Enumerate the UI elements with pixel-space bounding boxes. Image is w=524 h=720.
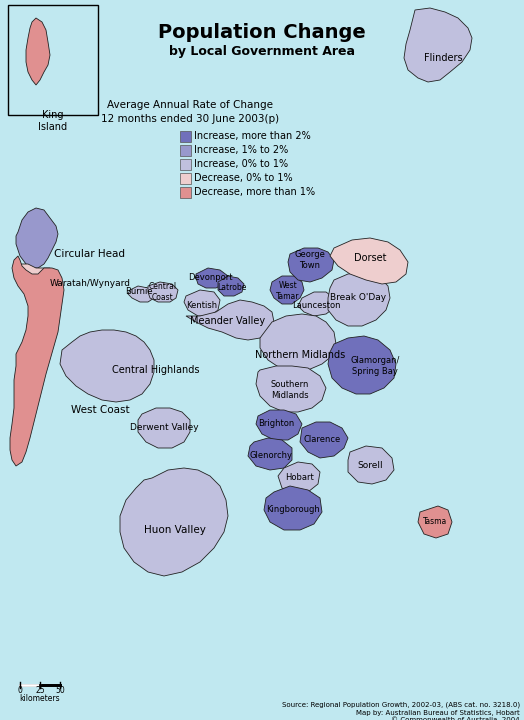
Text: George
Town: George Town: [294, 251, 325, 270]
Polygon shape: [404, 8, 472, 82]
Text: West Coast: West Coast: [71, 405, 129, 415]
Text: Meander Valley: Meander Valley: [190, 316, 266, 326]
Text: Glenorchy: Glenorchy: [249, 451, 292, 461]
Text: King
Island: King Island: [38, 110, 68, 132]
Text: 25: 25: [35, 686, 45, 695]
Polygon shape: [278, 462, 320, 494]
Polygon shape: [120, 468, 228, 576]
Bar: [180, 173, 191, 184]
Polygon shape: [300, 422, 348, 458]
Polygon shape: [348, 446, 394, 484]
Polygon shape: [60, 330, 154, 402]
Bar: [180, 145, 191, 156]
Text: Derwent Valley: Derwent Valley: [129, 423, 198, 431]
Text: kilometers: kilometers: [20, 694, 60, 703]
Polygon shape: [138, 408, 190, 448]
Polygon shape: [264, 486, 322, 530]
Polygon shape: [16, 208, 58, 268]
Text: West
Tamar: West Tamar: [276, 282, 300, 301]
Bar: [180, 159, 191, 170]
Polygon shape: [270, 276, 304, 304]
Text: 50: 50: [55, 686, 65, 695]
Bar: [180, 131, 191, 142]
Text: Tasma: Tasma: [423, 518, 447, 526]
Text: Source: Regional Population Growth, 2002-03, (ABS cat. no. 3218.0)
Map by: Austr: Source: Regional Population Growth, 2002…: [282, 702, 520, 720]
Text: Average Annual Rate of Change: Average Annual Rate of Change: [107, 100, 273, 110]
Text: Sorell: Sorell: [357, 462, 383, 470]
Text: Glamorgan/
Spring Bay: Glamorgan/ Spring Bay: [351, 356, 400, 376]
Text: Southern
Midlands: Southern Midlands: [271, 380, 309, 400]
Polygon shape: [196, 268, 228, 288]
Text: Flinders: Flinders: [424, 53, 462, 63]
Text: Northern Midlands: Northern Midlands: [255, 350, 345, 360]
Text: Waratah/Wynyard: Waratah/Wynyard: [49, 279, 130, 289]
Polygon shape: [248, 438, 292, 470]
Text: Kentish: Kentish: [187, 302, 217, 310]
Text: 0: 0: [18, 686, 23, 695]
Text: Kingborough: Kingborough: [266, 505, 320, 515]
Text: Increase, 0% to 1%: Increase, 0% to 1%: [194, 159, 288, 169]
Polygon shape: [330, 238, 408, 284]
Bar: [180, 187, 191, 198]
Polygon shape: [14, 264, 52, 300]
Text: by Local Government Area: by Local Government Area: [169, 45, 355, 58]
Text: Increase, 1% to 2%: Increase, 1% to 2%: [194, 145, 288, 155]
Text: Dorset: Dorset: [354, 253, 386, 263]
Text: Hobart: Hobart: [286, 472, 314, 482]
Text: Devonport: Devonport: [188, 272, 232, 282]
Text: Clarence: Clarence: [303, 436, 341, 444]
Polygon shape: [186, 300, 274, 340]
Polygon shape: [288, 248, 334, 282]
Polygon shape: [218, 276, 244, 296]
Text: Launceston: Launceston: [292, 300, 340, 310]
Text: Burnie: Burnie: [125, 287, 153, 297]
Polygon shape: [328, 336, 396, 394]
Text: Increase, more than 2%: Increase, more than 2%: [194, 131, 311, 141]
Polygon shape: [256, 366, 326, 412]
Text: Circular Head: Circular Head: [54, 249, 126, 259]
Polygon shape: [128, 286, 154, 302]
Text: 12 months ended 30 June 2003(p): 12 months ended 30 June 2003(p): [101, 114, 279, 124]
Text: Break O'Day: Break O'Day: [330, 294, 386, 302]
Polygon shape: [10, 256, 64, 466]
Text: Decrease, more than 1%: Decrease, more than 1%: [194, 187, 315, 197]
Polygon shape: [26, 18, 50, 85]
Polygon shape: [298, 292, 334, 316]
Polygon shape: [260, 314, 336, 372]
Text: Latrobe: Latrobe: [217, 282, 247, 292]
Polygon shape: [328, 272, 390, 326]
Polygon shape: [148, 282, 178, 302]
Polygon shape: [184, 290, 220, 316]
Text: Central
Coast: Central Coast: [149, 282, 177, 302]
Bar: [8, 5, 98, 115]
Polygon shape: [256, 410, 302, 440]
Text: Decrease, 0% to 1%: Decrease, 0% to 1%: [194, 173, 292, 183]
Text: Huon Valley: Huon Valley: [144, 525, 206, 535]
Text: Population Change: Population Change: [158, 22, 366, 42]
Text: Central Highlands: Central Highlands: [112, 365, 200, 375]
Text: Brighton: Brighton: [258, 420, 294, 428]
Polygon shape: [418, 506, 452, 538]
